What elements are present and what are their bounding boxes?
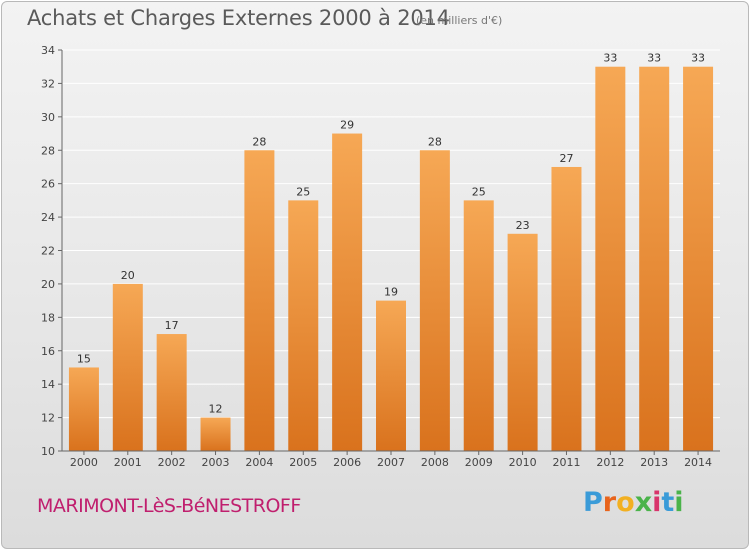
- x-tick-label: 2014: [684, 456, 712, 469]
- bar: [683, 66, 714, 451]
- x-tick-label: 2004: [245, 456, 273, 469]
- y-tick-label: 10: [41, 445, 55, 458]
- x-tick-label: 2001: [114, 456, 142, 469]
- x-tick-label: 2000: [70, 456, 98, 469]
- bar: [507, 233, 538, 451]
- bar: [332, 133, 363, 451]
- bars-layer: [68, 66, 714, 452]
- axis-layer: 10 12 14 16 18 20 22 24 26 28 30 32 34: [41, 44, 720, 458]
- x-tick-label: 2005: [289, 456, 317, 469]
- x-tick-label: 2010: [509, 456, 537, 469]
- y-tick-label: 28: [41, 144, 55, 157]
- data-label: 28: [252, 135, 266, 148]
- y-tick-label: 34: [41, 44, 55, 57]
- data-label: 12: [209, 403, 223, 416]
- bar: [376, 300, 406, 451]
- logo-letter: t: [661, 487, 675, 518]
- x-tick-label: 2003: [202, 456, 230, 469]
- commune-name: MARIMONT-LèS-BéNESTROFF: [37, 495, 301, 517]
- data-label: 20: [121, 269, 135, 282]
- x-tick-label: 2012: [596, 456, 624, 469]
- bar: [156, 334, 187, 451]
- data-label: 19: [384, 286, 398, 299]
- bar: [288, 200, 319, 451]
- proxiti-logo: Proxiti: [583, 487, 684, 518]
- x-tick-label: 2002: [158, 456, 186, 469]
- data-label: 25: [296, 185, 310, 198]
- y-tick-label: 16: [41, 345, 55, 358]
- data-label: 29: [340, 119, 354, 132]
- bar: [551, 166, 582, 452]
- data-label: 33: [691, 52, 705, 65]
- bar: [639, 66, 670, 451]
- y-tick-label: 14: [41, 378, 55, 391]
- y-tick-label: 12: [41, 412, 55, 425]
- logo-letter: i: [674, 487, 684, 518]
- x-tick-label: 2008: [421, 456, 449, 469]
- chart-title: Achats et Charges Externes 2000 à 2014: [27, 6, 450, 30]
- labels-layer: 2000 15 2001 20 2002 17 2003 12 2004 28 2005 25 2006…: [70, 52, 712, 469]
- data-label: 15: [77, 352, 91, 365]
- y-tick-label: 24: [41, 211, 55, 224]
- logo-letter: i: [652, 487, 662, 518]
- y-tick-label: 30: [41, 111, 55, 124]
- x-tick-label: 2007: [377, 456, 405, 469]
- y-tick-label: 20: [41, 278, 55, 291]
- bar: [595, 66, 626, 451]
- data-label: 25: [472, 185, 486, 198]
- chart-subtitle: (en milliers d'€): [416, 14, 503, 27]
- bar: [68, 367, 99, 451]
- y-tick-label: 32: [41, 77, 55, 90]
- bar: [112, 283, 143, 451]
- data-label: 23: [516, 219, 530, 232]
- logo-letter: P: [583, 487, 603, 518]
- logo-letter: x: [634, 487, 653, 518]
- x-tick-label: 2009: [465, 456, 493, 469]
- x-tick-label: 2011: [552, 456, 580, 469]
- y-tick-label: 22: [41, 245, 55, 258]
- data-label: 28: [428, 135, 442, 148]
- data-label: 33: [603, 52, 617, 65]
- data-label: 27: [559, 152, 573, 165]
- bar: [419, 150, 450, 451]
- data-label: 33: [647, 52, 661, 65]
- logo-letter: o: [616, 487, 635, 518]
- data-label: 17: [165, 319, 179, 332]
- bar: [200, 417, 231, 451]
- y-tick-label: 18: [41, 311, 55, 324]
- x-tick-label: 2006: [333, 456, 361, 469]
- bar: [463, 200, 494, 451]
- x-tick-label: 2013: [640, 456, 668, 469]
- y-tick-label: 26: [41, 178, 55, 191]
- bar: [244, 150, 275, 451]
- logo-letter: r: [602, 487, 617, 518]
